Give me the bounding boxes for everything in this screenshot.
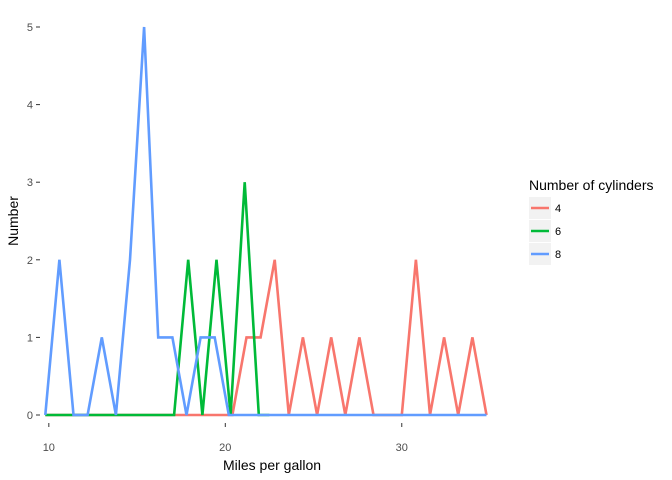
series-line-6 xyxy=(45,182,270,417)
legend-label: 6 xyxy=(555,226,561,238)
y-tick-label: 4 xyxy=(27,100,33,112)
plot-area xyxy=(44,26,488,417)
y-axis: 0 1 2 3 4 5 xyxy=(27,22,40,422)
y-tick-label: 0 xyxy=(27,410,33,422)
y-axis-title: Number xyxy=(5,196,21,246)
x-tick-label: 20 xyxy=(219,442,231,454)
y-tick-label: 3 xyxy=(27,177,33,189)
y-tick-label: 1 xyxy=(27,332,33,344)
legend: Number of cylinders 4 6 8 xyxy=(529,177,654,265)
y-tick-label: 5 xyxy=(27,22,33,34)
series-line-8 xyxy=(44,26,487,417)
x-tick-label: 10 xyxy=(43,442,55,454)
legend-label: 8 xyxy=(555,249,561,261)
x-axis-title: Miles per gallon xyxy=(223,457,321,473)
x-axis: 10 20 30 xyxy=(43,423,408,454)
y-tick-label: 2 xyxy=(27,255,33,267)
x-tick-label: 30 xyxy=(396,442,408,454)
legend-label: 4 xyxy=(555,203,561,215)
legend-title: Number of cylinders xyxy=(529,177,654,193)
